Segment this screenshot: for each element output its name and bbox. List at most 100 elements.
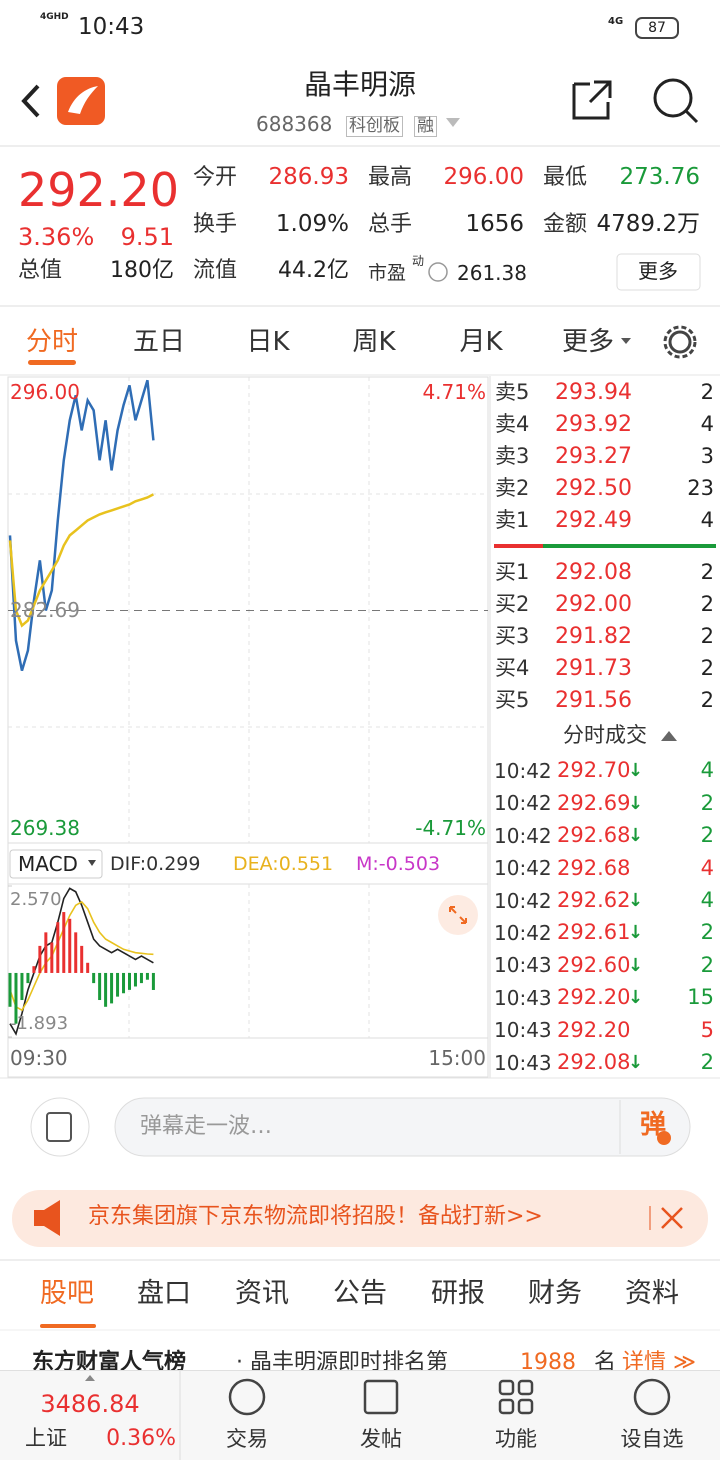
status-time: 10:43	[78, 14, 145, 41]
trade-arrow: ↓	[628, 889, 644, 911]
index-value[interactable]: 3486.84	[40, 1389, 140, 1418]
stat-value: 1.09%	[275, 211, 349, 238]
book-volume: 2	[700, 380, 714, 405]
book-volume: 2	[700, 592, 714, 617]
tab-more-caret	[621, 338, 631, 344]
banner[interactable]	[12, 1190, 708, 1247]
trade-time: 10:42	[494, 856, 552, 881]
news-tab[interactable]: 盘口	[137, 1278, 191, 1310]
ticker-link[interactable]: 详情 ≫	[622, 1349, 697, 1375]
book-label: 买3	[495, 624, 530, 649]
book-price: 293.94	[555, 379, 632, 405]
nav-item[interactable]: 功能	[495, 1427, 537, 1452]
chat-icon-button[interactable]	[30, 1097, 90, 1157]
macd-bar	[50, 942, 54, 973]
trade-time: 10:42	[494, 921, 552, 945]
chart-tab[interactable]: 更多	[561, 326, 614, 357]
book-label: 买1	[495, 560, 530, 585]
more-button[interactable]	[616, 253, 701, 291]
macd-bar	[145, 972, 149, 980]
ticker-source: 东方财富人气榜	[32, 1349, 187, 1375]
book-label: 卖3	[495, 444, 530, 469]
expand-caret[interactable]	[85, 1375, 95, 1381]
func-icon	[498, 1379, 515, 1396]
search-icon[interactable]	[653, 78, 693, 118]
book-label: 买2	[495, 592, 530, 617]
chart-tab[interactable]: 月K	[459, 326, 503, 357]
macd-bar	[74, 932, 78, 973]
signal-label: 4G	[608, 15, 624, 27]
macd-bar	[32, 966, 36, 973]
macd-bar	[56, 922, 60, 973]
book-label: 卖1	[495, 508, 530, 533]
settings-icon[interactable]	[668, 330, 692, 354]
logo-mark	[68, 86, 98, 114]
trade-time: 10:42	[494, 759, 552, 783]
expand-button[interactable]	[438, 895, 478, 935]
chat-input[interactable]	[114, 1097, 691, 1157]
share-icon[interactable]	[572, 80, 612, 120]
stat-value: 1656	[465, 211, 524, 238]
trade-time: 10:43	[494, 1018, 552, 1043]
chart-tab[interactable]: 五日	[132, 326, 185, 357]
trade-volume: 2	[700, 1050, 714, 1075]
book-price: 293.92	[555, 411, 632, 437]
nav-item[interactable]: 交易	[226, 1427, 268, 1452]
trades-caret[interactable]	[661, 731, 677, 741]
banner-close[interactable]	[661, 1207, 683, 1229]
battery-icon	[635, 17, 679, 39]
back-icon[interactable]	[21, 84, 40, 118]
macd-bar	[92, 972, 96, 984]
book-volume: 2	[700, 656, 714, 681]
nav-item[interactable]: 设自选	[620, 1427, 684, 1452]
nav-item[interactable]: 发帖	[360, 1427, 402, 1452]
book-volume: 3	[700, 444, 714, 469]
chat-button[interactable]: 弹	[640, 1109, 667, 1140]
book-volume: 2	[700, 624, 714, 649]
stat-value: 261.38	[457, 261, 527, 285]
y-tick-label: 2.570	[10, 889, 62, 911]
trade-icon	[228, 1378, 266, 1416]
news-tab[interactable]: 财务	[528, 1278, 582, 1310]
chat-placeholder[interactable]: 弹幕走一波…	[140, 1113, 273, 1139]
news-tab[interactable]: 股吧	[40, 1278, 94, 1310]
change: 9.51	[120, 222, 174, 251]
chart-tab[interactable]: 分时	[25, 326, 78, 357]
news-tab[interactable]: 公告	[333, 1278, 387, 1310]
stock-code: 688368	[256, 112, 333, 136]
stat-label: 总手	[368, 211, 413, 237]
stat-label: 今开	[193, 164, 238, 190]
news-tab[interactable]: 资讯	[235, 1278, 289, 1310]
ticker-text: · 晶丰明源即时排名第	[236, 1349, 448, 1375]
more-button-label[interactable]: 更多	[638, 259, 678, 283]
banner-text[interactable]: 京东集团旗下京东物流即将招股！备战打新>>	[88, 1203, 543, 1229]
stock-tag: 科创板	[346, 115, 403, 137]
indicator-select[interactable]	[9, 849, 103, 879]
news-tab-underline	[40, 1324, 96, 1328]
book-price: 292.00	[555, 591, 632, 617]
trade-arrow: ↓	[628, 1051, 644, 1073]
x-tick-label: 15:00	[428, 1046, 486, 1070]
stat-label: 最高	[368, 164, 413, 190]
news-tab[interactable]: 资料	[625, 1278, 679, 1310]
book-price: 292.08	[555, 559, 632, 585]
nav-icons	[85, 1371, 671, 1460]
y-tick-label: 296.00	[10, 380, 80, 404]
trade-arrow: ↓	[628, 792, 644, 814]
indicator-caret	[88, 860, 96, 866]
stat-label: 市盈	[368, 261, 407, 284]
news-tab[interactable]: 研报	[431, 1278, 485, 1310]
trade-time: 10:43	[494, 1050, 552, 1075]
macd-bar	[62, 912, 66, 973]
chart-tab[interactable]: 周K	[352, 326, 396, 357]
book-label: 卖2	[495, 476, 530, 501]
indicator-legend: DEA:0.551	[233, 852, 334, 875]
pe-info-icon[interactable]	[428, 262, 448, 282]
watch-icon	[633, 1378, 671, 1416]
trades-title[interactable]: 分时成交	[563, 723, 647, 748]
book-price: 291.73	[555, 655, 632, 681]
dropdown-icon[interactable]	[446, 118, 460, 127]
book-volume: 2	[700, 688, 714, 713]
chart-tab[interactable]: 日K	[246, 326, 290, 357]
